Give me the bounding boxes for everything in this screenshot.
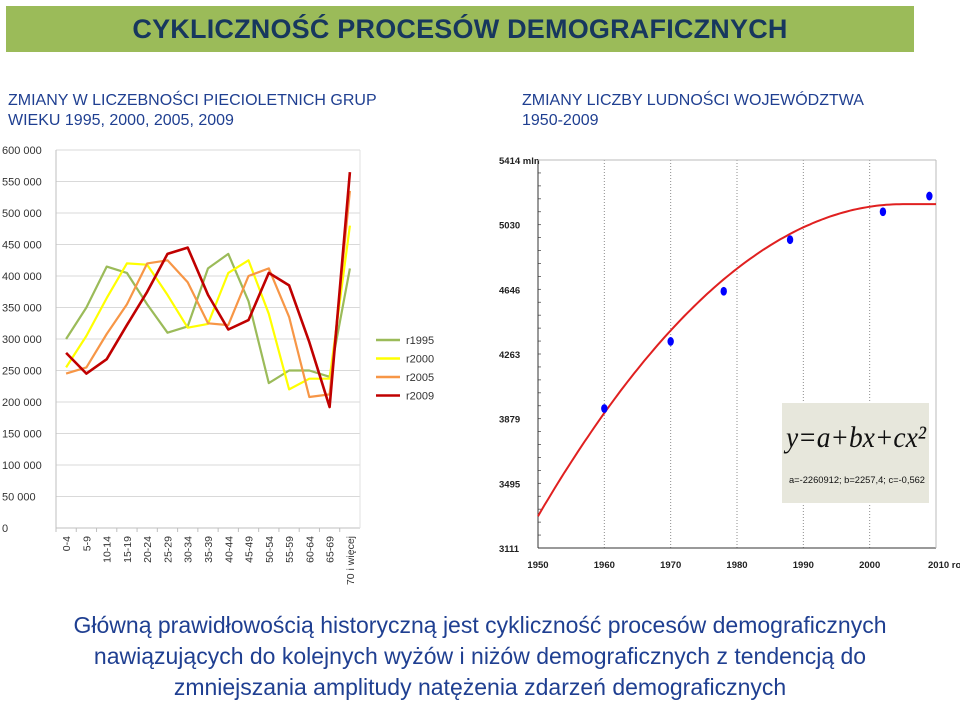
left-y-tick-label: 550 000 — [2, 177, 42, 189]
right-y-tick-label: 5414 mln — [499, 156, 540, 167]
left-x-tick-label: 10-14 — [102, 536, 114, 563]
right-subtitle-line-2: 1950-2009 — [522, 112, 599, 129]
right-y-tick-label: 5030 — [499, 221, 520, 232]
formula-box: y=a+bx+cx² a=-2260912; b=2257,4; c=-0,562 — [782, 403, 929, 503]
right-x-tick-label: 1970 — [660, 560, 681, 571]
left-y-tick-label: 250 000 — [2, 366, 42, 378]
right-x-tick-label: 1960 — [594, 560, 615, 571]
left-x-tick-label: 65-69 — [325, 536, 337, 563]
right-x-tick-label: 2000 — [859, 560, 880, 571]
left-x-tick-label: 55-59 — [284, 536, 296, 563]
legend-label-r1995: r1995 — [406, 335, 434, 347]
left-x-tick-label: 50-54 — [264, 536, 276, 563]
right-x-tick-label: 1980 — [726, 560, 747, 571]
data-point — [786, 235, 794, 245]
right-subtitle-line-1: ZMIANY LICZBY LUDNOŚCI WOJEWÓDZTWA — [522, 92, 864, 109]
right-y-tick-label: 3495 — [499, 479, 521, 490]
right-y-tick-label: 4263 — [499, 350, 520, 361]
right-x-tick-label: 1990 — [793, 560, 814, 571]
legend-label-r2009: r2009 — [406, 391, 434, 403]
left-y-tick-label: 0 — [2, 523, 8, 535]
left-subtitle-line-1: ZMIANY W LICZEBNOŚCI PIECIOLETNICH GRUP — [8, 92, 377, 109]
data-point — [926, 191, 933, 201]
data-point — [879, 207, 887, 217]
left-y-tick-label: 400 000 — [2, 271, 42, 283]
series-line-r2005 — [65, 190, 351, 399]
left-y-tick-label: 350 000 — [2, 303, 42, 315]
right-y-tick-label: 3111 — [499, 544, 520, 555]
data-point — [720, 286, 727, 296]
formula-text: y=a+bx+cx² — [783, 421, 927, 454]
left-y-tick-label: 600 000 — [2, 145, 42, 157]
left-x-tick-label: 40-44 — [223, 536, 235, 563]
caption-line-2: nawiązujących do kolejnych wyżów i niżów… — [93, 643, 867, 669]
right-x-tick-label: 1950 — [527, 560, 548, 571]
left-x-tick-label: 0-4 — [61, 536, 73, 551]
left-y-tick-label: 200 000 — [2, 397, 42, 409]
left-y-tick-label: 150 000 — [2, 429, 42, 441]
left-x-tick-label: 30-34 — [183, 536, 195, 563]
left-y-tick-label: 500 000 — [2, 208, 42, 220]
left-x-tick-label: 25-29 — [162, 536, 174, 563]
right-x-tick-label: 2010 rok — [928, 560, 960, 571]
caption-line-3: zmniejszania amplitudy natężenia zdarzeń… — [173, 674, 787, 700]
series-line-r2009 — [65, 171, 352, 409]
right-y-tick-label: 3879 — [499, 415, 520, 426]
left-chart-subtitle: ZMIANY W LICZEBNOŚCI PIECIOLETNICH GRUP … — [8, 91, 478, 131]
trend-curve — [537, 203, 936, 517]
right-y-tick-label: 4646 — [499, 285, 520, 296]
caption: Główną prawidłowością historyczną jest c… — [0, 610, 960, 703]
left-x-tick-label: 20-24 — [142, 536, 154, 563]
page-banner: CYKLICZNOŚĆ PROCESÓW DEMOGRAFICZNYCH — [6, 6, 914, 52]
caption-line-1: Główną prawidłowością historyczną jest c… — [73, 612, 887, 638]
left-y-tick-label: 450 000 — [2, 240, 42, 252]
left-y-tick-label: 100 000 — [2, 460, 42, 472]
left-x-tick-label: 15-19 — [122, 536, 134, 563]
left-x-tick-label: 70 i więcej — [345, 536, 357, 585]
right-chart-subtitle: ZMIANY LICZBY LUDNOŚCI WOJEWÓDZTWA 1950-… — [522, 91, 952, 131]
formula-box-background — [782, 403, 929, 503]
left-subtitle-line-2: WIEKU 1995, 2000, 2005, 2009 — [8, 112, 234, 129]
left-y-tick-label: 300 000 — [2, 334, 42, 346]
formula-params: a=-2260912; b=2257,4; c=-0,562 — [789, 475, 925, 486]
data-point — [601, 404, 608, 413]
left-x-tick-label: 5-9 — [81, 536, 93, 551]
left-x-tick-label: 35-39 — [203, 536, 215, 563]
legend-label-r2000: r2000 — [406, 354, 434, 366]
left-x-tick-label: 45-49 — [244, 536, 256, 563]
left-y-tick-label: 50 000 — [2, 492, 36, 504]
left-x-tick-label: 60-64 — [304, 536, 316, 563]
data-point — [667, 337, 674, 346]
legend-label-r2005: r2005 — [406, 372, 434, 384]
